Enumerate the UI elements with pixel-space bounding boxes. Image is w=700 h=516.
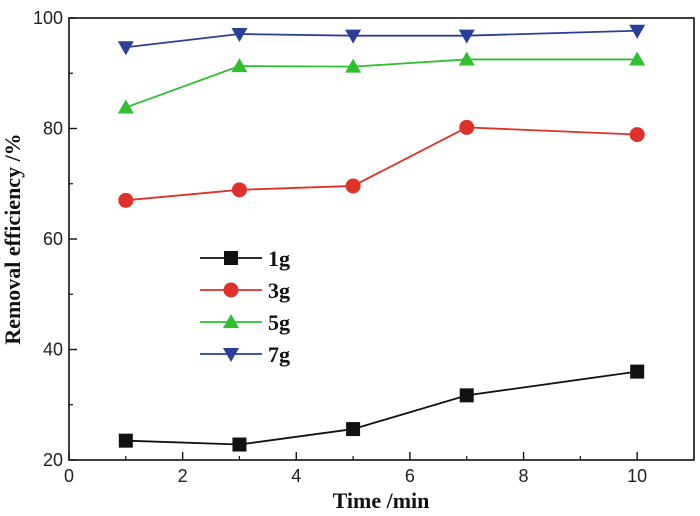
data-point	[345, 178, 361, 194]
series-5g	[117, 51, 646, 114]
y-tick-label: 20	[43, 450, 63, 470]
legend-marker	[223, 282, 239, 298]
data-point	[629, 127, 645, 143]
x-tick-label: 8	[519, 466, 529, 486]
data-point	[118, 192, 134, 208]
y-axis-title: Removal efficiency /%	[0, 133, 25, 344]
y-tick-label: 60	[43, 229, 63, 249]
legend-entry: 7g	[200, 342, 290, 367]
data-point	[459, 119, 475, 135]
legend-entry: 3g	[200, 278, 290, 303]
data-point	[231, 28, 248, 43]
series-line	[125, 58, 638, 109]
legend-entry: 5g	[200, 310, 290, 335]
data-point	[458, 29, 475, 44]
data-point	[345, 29, 362, 44]
data-point	[629, 24, 646, 39]
axis-ticks: 0 2 4 6 8 10 20 40 60 80 100	[33, 8, 647, 486]
data-point	[459, 388, 474, 403]
x-tick-label: 4	[291, 466, 301, 486]
x-tick-label: 10	[627, 466, 647, 486]
data-point	[118, 433, 133, 448]
legend-label: 7g	[268, 342, 290, 367]
legend-marker	[224, 251, 238, 265]
series-line	[125, 126, 638, 202]
legend-marker	[223, 314, 239, 328]
data-point	[629, 51, 646, 66]
series-3g	[118, 119, 645, 208]
data-point	[630, 364, 645, 379]
series-layer	[117, 24, 646, 452]
series-1g	[118, 364, 645, 452]
data-point	[345, 58, 362, 73]
x-tick-label: 2	[178, 466, 188, 486]
legend-label: 5g	[268, 310, 290, 335]
series-7g	[117, 24, 646, 56]
y-tick-label: 80	[43, 119, 63, 139]
plot-frame	[68, 17, 695, 461]
x-axis-title: Time /min	[333, 488, 430, 513]
x-tick-label: 6	[405, 466, 415, 486]
data-point	[231, 182, 247, 198]
legend-label: 3g	[268, 278, 290, 303]
legend-marker	[223, 348, 239, 362]
x-tick-label: 0	[64, 466, 74, 486]
data-point	[458, 51, 475, 66]
data-point	[231, 58, 248, 73]
data-point	[346, 422, 361, 437]
y-tick-label: 100	[33, 8, 63, 28]
data-point	[117, 99, 134, 114]
legend-label: 1g	[268, 246, 290, 271]
data-point	[232, 437, 247, 452]
legend: 1g 3g 5g 7g	[200, 246, 290, 367]
series-line	[125, 370, 638, 446]
legend-entry: 1g	[200, 246, 290, 271]
y-tick-label: 40	[43, 340, 63, 360]
data-point	[117, 41, 134, 56]
series-line	[125, 29, 638, 49]
